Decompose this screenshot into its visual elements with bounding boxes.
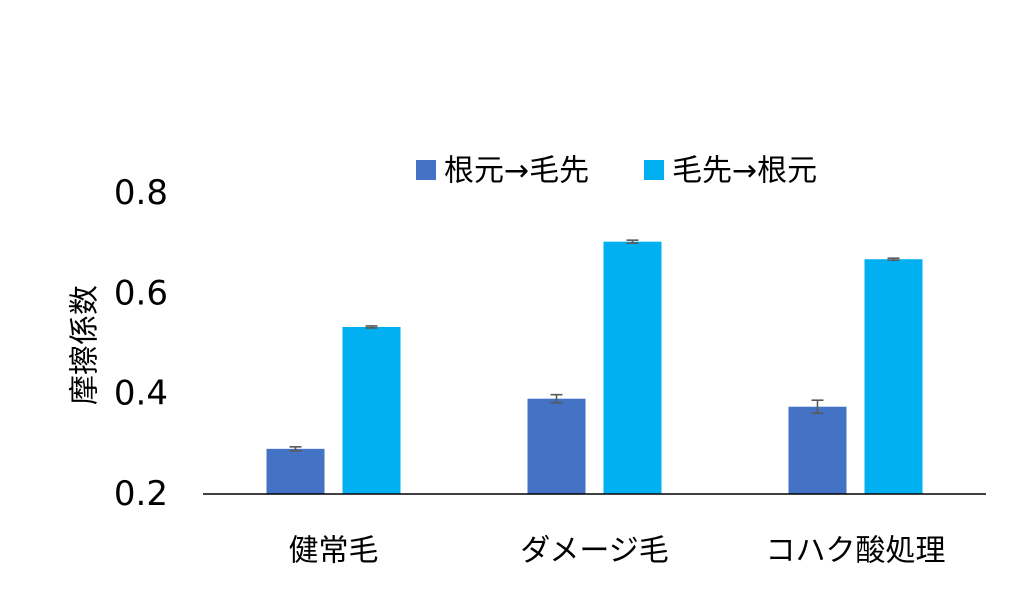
bar [527,398,586,494]
bar [266,448,325,494]
bar [342,326,401,494]
bar [864,259,923,494]
error-bar [811,399,824,415]
y-tick-labels: 0.2 0.4 0.6 0.8 [114,173,168,514]
legend: 根元→毛先 毛先→根元 [416,154,817,189]
legend-label: 毛先→根元 [672,154,817,189]
error-bar [550,393,563,404]
error-bar [365,325,378,329]
legend-label: 根元→毛先 [444,154,589,189]
legend-swatch [644,160,664,180]
y-axis-title: 摩擦係数 [68,285,103,405]
y-tick-label: 0.6 [114,273,168,313]
y-tick-label: 0.4 [114,374,168,414]
category-labels: 健常毛 ダメージ毛 コハク酸処理 [289,534,946,569]
category-label: コハク酸処理 [766,534,946,569]
y-tick-label: 0.2 [114,474,168,514]
y-tick-label: 0.8 [114,173,168,213]
error-bar [289,446,302,452]
bar [603,241,662,494]
error-bar [887,257,900,262]
category-label: 健常毛 [289,534,379,569]
bar [788,406,847,494]
legend-swatch [416,160,436,180]
error-bar [626,239,639,244]
category-label: ダメージ毛 [520,534,669,569]
bars [266,239,923,494]
